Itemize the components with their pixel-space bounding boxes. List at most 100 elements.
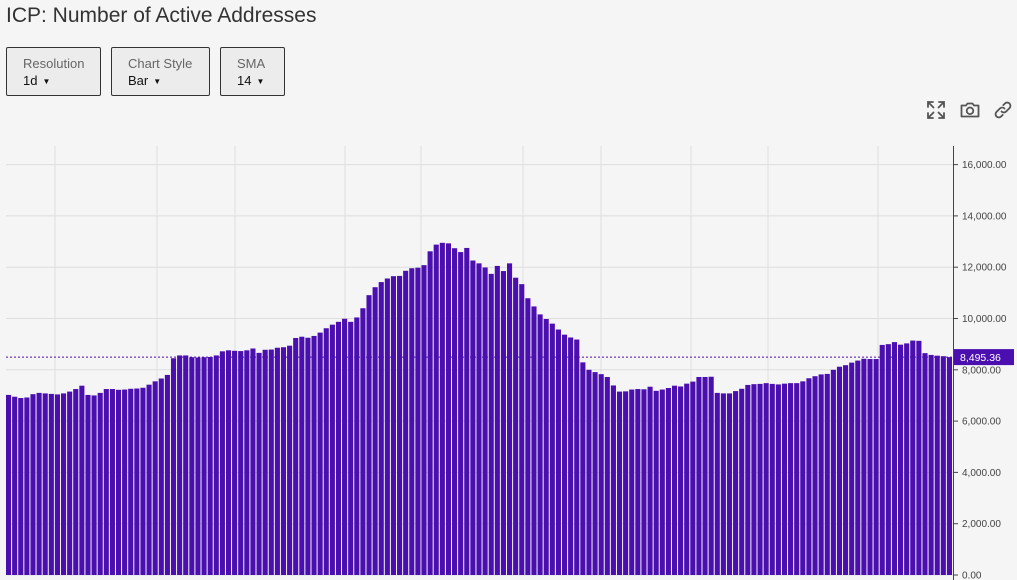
bar [751, 384, 757, 575]
bar-chart[interactable]: 0.00 2,000.00 4,000.00 6,000.00 8,000.00 10,0… [0, 146, 1017, 580]
bar [824, 373, 830, 575]
bar [788, 383, 794, 575]
y-tick-label: 2,000.00 [962, 519, 1001, 530]
bar [586, 369, 592, 575]
bar [781, 383, 788, 575]
bar [128, 388, 134, 575]
bar [745, 384, 751, 575]
bar [30, 394, 36, 575]
caret-down-icon: ▼ [256, 77, 265, 86]
last-value-badge [954, 349, 1014, 366]
bar [726, 393, 733, 575]
bar [580, 362, 586, 575]
link-icon[interactable] [992, 99, 1014, 121]
bar [189, 357, 195, 575]
bar [898, 344, 904, 575]
bar [641, 389, 647, 575]
bar [115, 389, 122, 575]
chart-title: ICP: Number of Active Addresses [6, 4, 317, 27]
bar [6, 394, 12, 575]
chart-style-value: Bar [128, 73, 149, 88]
bar [97, 392, 103, 575]
bar [268, 349, 274, 575]
bar [506, 263, 513, 575]
bar [836, 366, 843, 575]
bar [317, 332, 323, 575]
bar [415, 267, 421, 575]
bar [213, 355, 219, 575]
bar [67, 391, 73, 575]
bar [250, 348, 256, 575]
bar [769, 383, 775, 575]
bar [134, 388, 140, 575]
bar [904, 343, 910, 575]
bar [287, 345, 293, 575]
bar [702, 376, 708, 575]
bar [629, 389, 635, 575]
bar [482, 267, 488, 575]
bar [140, 387, 146, 575]
bar [390, 276, 397, 575]
y-tick-label: 12,000.00 [962, 263, 1007, 274]
bar [757, 383, 763, 575]
bar [885, 344, 891, 575]
y-tick-label: 0.00 [962, 571, 982, 580]
bar [861, 358, 867, 575]
bar [867, 359, 873, 575]
bar [152, 381, 158, 575]
caret-down-icon: ▼ [153, 77, 162, 86]
bar [806, 378, 812, 575]
resolution-dropdown[interactable]: Resolution 1d ▼ [6, 47, 101, 96]
fullscreen-icon[interactable] [925, 99, 947, 121]
bar [561, 334, 568, 575]
chart-area[interactable]: 0.00 2,000.00 4,000.00 6,000.00 8,000.00 10,0… [0, 146, 1017, 580]
bar [855, 360, 861, 575]
bar [543, 319, 549, 575]
bar [488, 273, 494, 575]
bar [568, 337, 574, 575]
bar [604, 376, 610, 575]
resolution-value: 1d [23, 73, 38, 88]
bar [378, 282, 384, 575]
bar [60, 393, 67, 575]
resolution-label: Resolution [23, 56, 85, 71]
bar [775, 384, 781, 575]
bar [372, 287, 378, 575]
bar [794, 383, 800, 575]
bar [195, 357, 201, 575]
bar [73, 389, 79, 575]
bar [720, 393, 726, 575]
bar [733, 391, 739, 575]
bar [739, 388, 745, 575]
bar [18, 398, 24, 575]
camera-icon[interactable] [959, 99, 981, 121]
bar [843, 365, 849, 575]
bar [109, 389, 115, 575]
bar [323, 328, 329, 575]
chart-style-dropdown[interactable]: Chart Style Bar ▼ [111, 47, 210, 96]
bar [421, 265, 427, 575]
bar [85, 394, 91, 575]
bar [476, 263, 482, 575]
bar [647, 386, 653, 575]
bar [690, 381, 696, 575]
bar [274, 347, 280, 575]
bar [439, 242, 445, 575]
bar [311, 335, 317, 575]
bar [537, 314, 543, 575]
bar [348, 321, 354, 575]
bar [922, 353, 928, 575]
bar [665, 388, 671, 575]
bar [262, 349, 268, 575]
bar [299, 336, 305, 575]
sma-dropdown[interactable]: SMA 14 ▼ [220, 47, 285, 96]
bar [818, 374, 824, 575]
bar [513, 277, 519, 575]
bar [183, 355, 189, 575]
bar [244, 350, 250, 575]
bar [146, 384, 152, 575]
bar [678, 386, 684, 575]
bar [409, 268, 415, 575]
bar [671, 385, 678, 575]
y-tick-label: 10,000.00 [962, 314, 1007, 325]
